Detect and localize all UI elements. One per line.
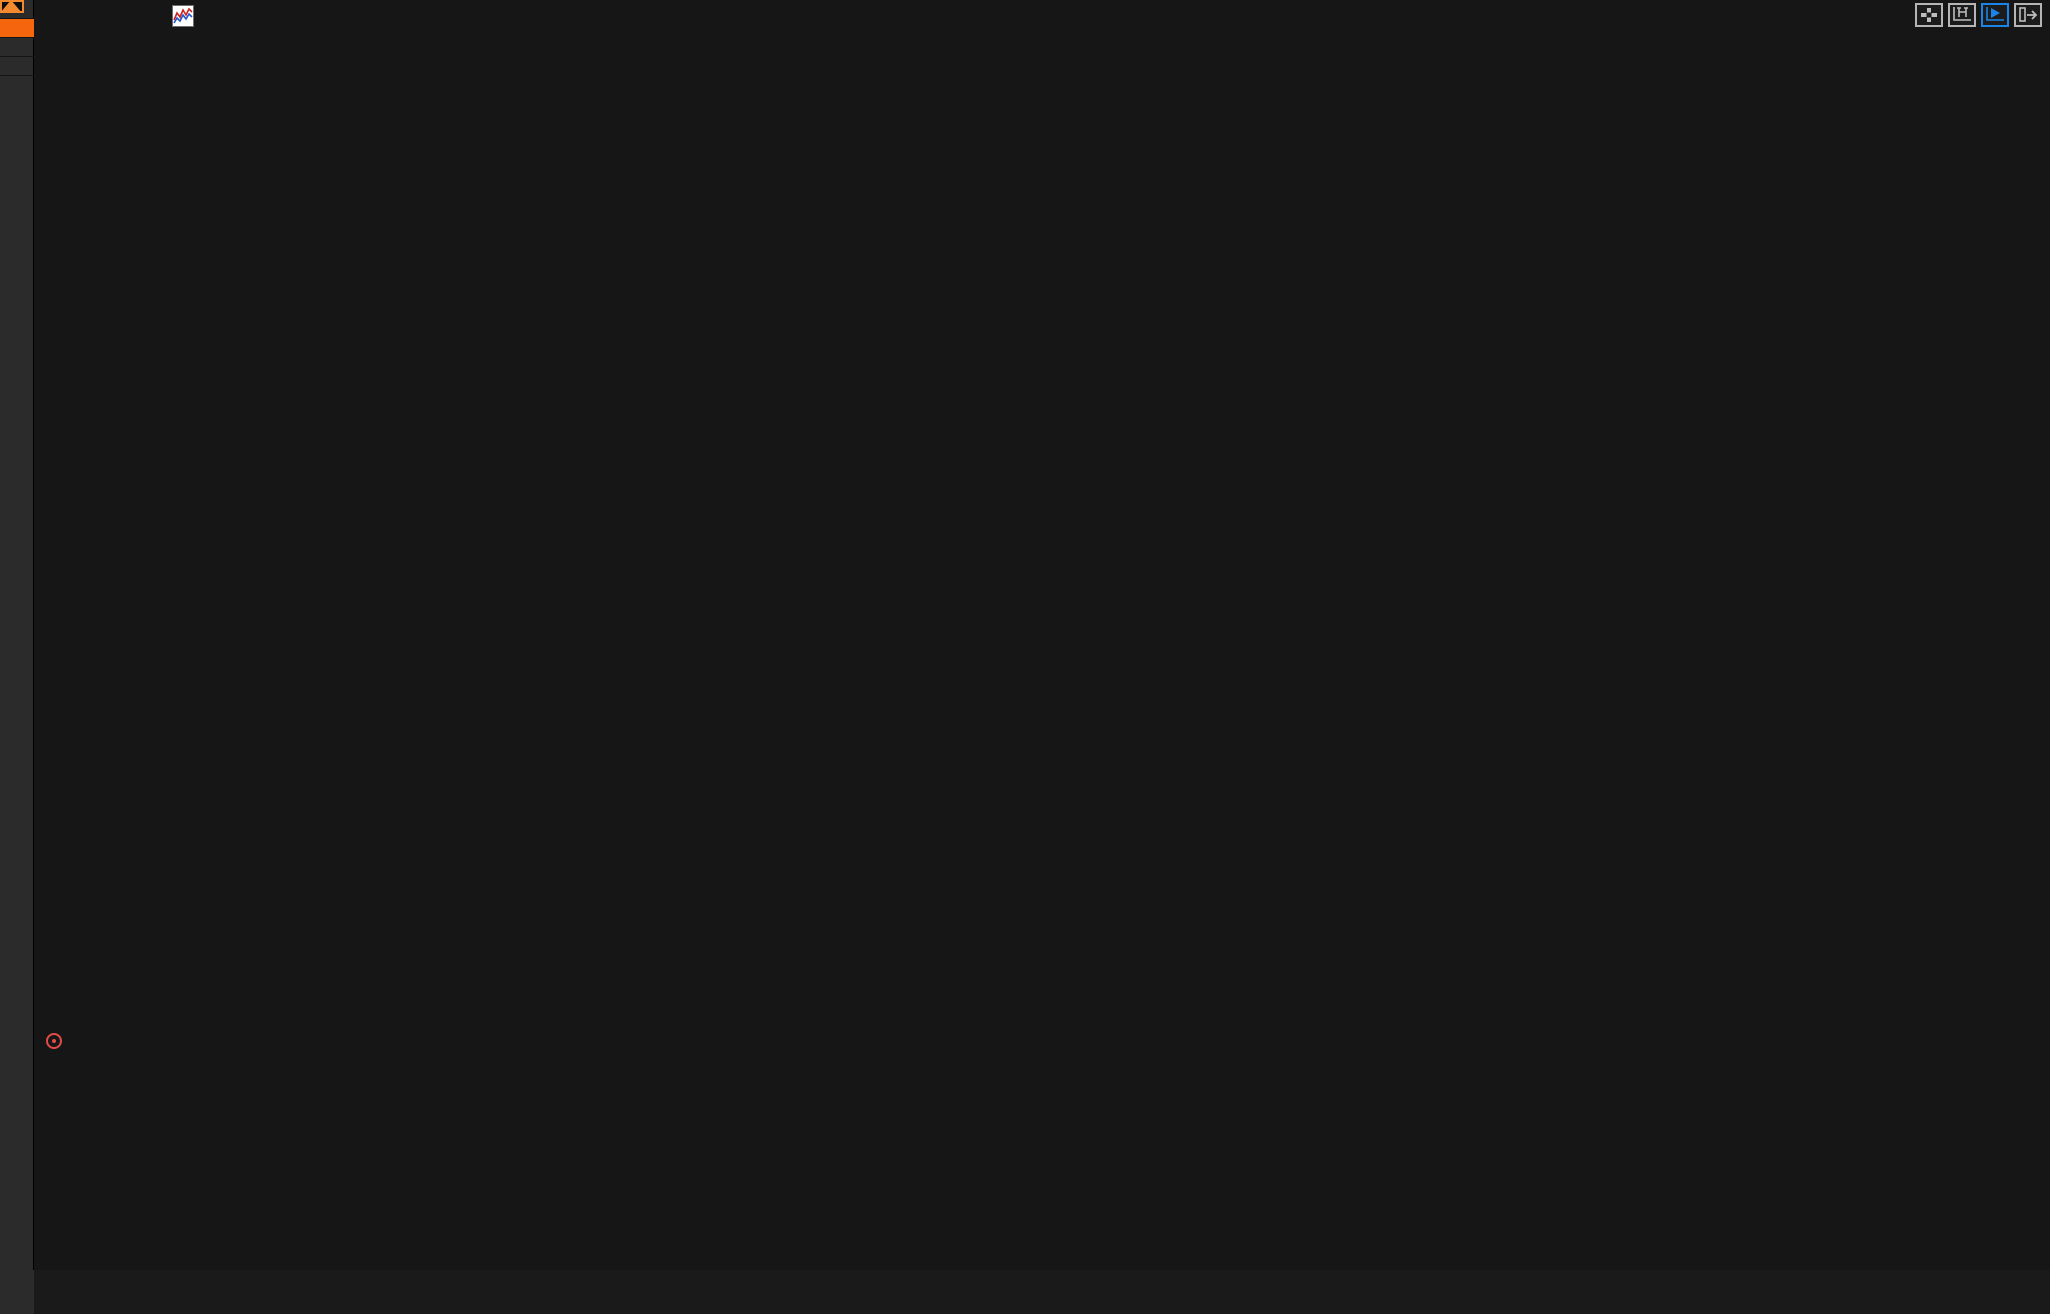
cci-caption: [186, 1038, 204, 1061]
price-marker-arrow: [0, 0, 22, 13]
chart-area[interactable]: [34, 0, 2050, 1270]
fib-projection-icon[interactable]: [1981, 3, 2009, 27]
chart-canvas: [34, 0, 2050, 1270]
indicator-tab-bar: [0, 1270, 2050, 1314]
sidebar-item-contract-info[interactable]: [0, 57, 34, 76]
arrow-marker-icon[interactable]: [2014, 3, 2042, 27]
measure-range-icon[interactable]: [1948, 3, 1976, 27]
tabbar-left-gap: [0, 1270, 34, 1314]
chart-icon[interactable]: [172, 5, 194, 27]
sidebar-item-lightning[interactable]: [0, 38, 34, 57]
crosshair-move-icon[interactable]: [1915, 3, 1943, 27]
period-toggle-button[interactable]: [70, 1244, 75, 1268]
left-sidebar: [0, 0, 34, 1314]
sidebar-item-timeshare[interactable]: [0, 0, 34, 19]
tabbar-tail: [34, 1270, 2050, 1314]
rsi-caption: [186, 908, 222, 931]
chart-header: [145, 3, 266, 29]
sidebar-item-kline[interactable]: [0, 19, 34, 38]
chart-tools-toolbar: [1915, 3, 2042, 27]
macd-caption: [186, 748, 222, 771]
crosshair-marker-dot: [46, 1033, 62, 1049]
